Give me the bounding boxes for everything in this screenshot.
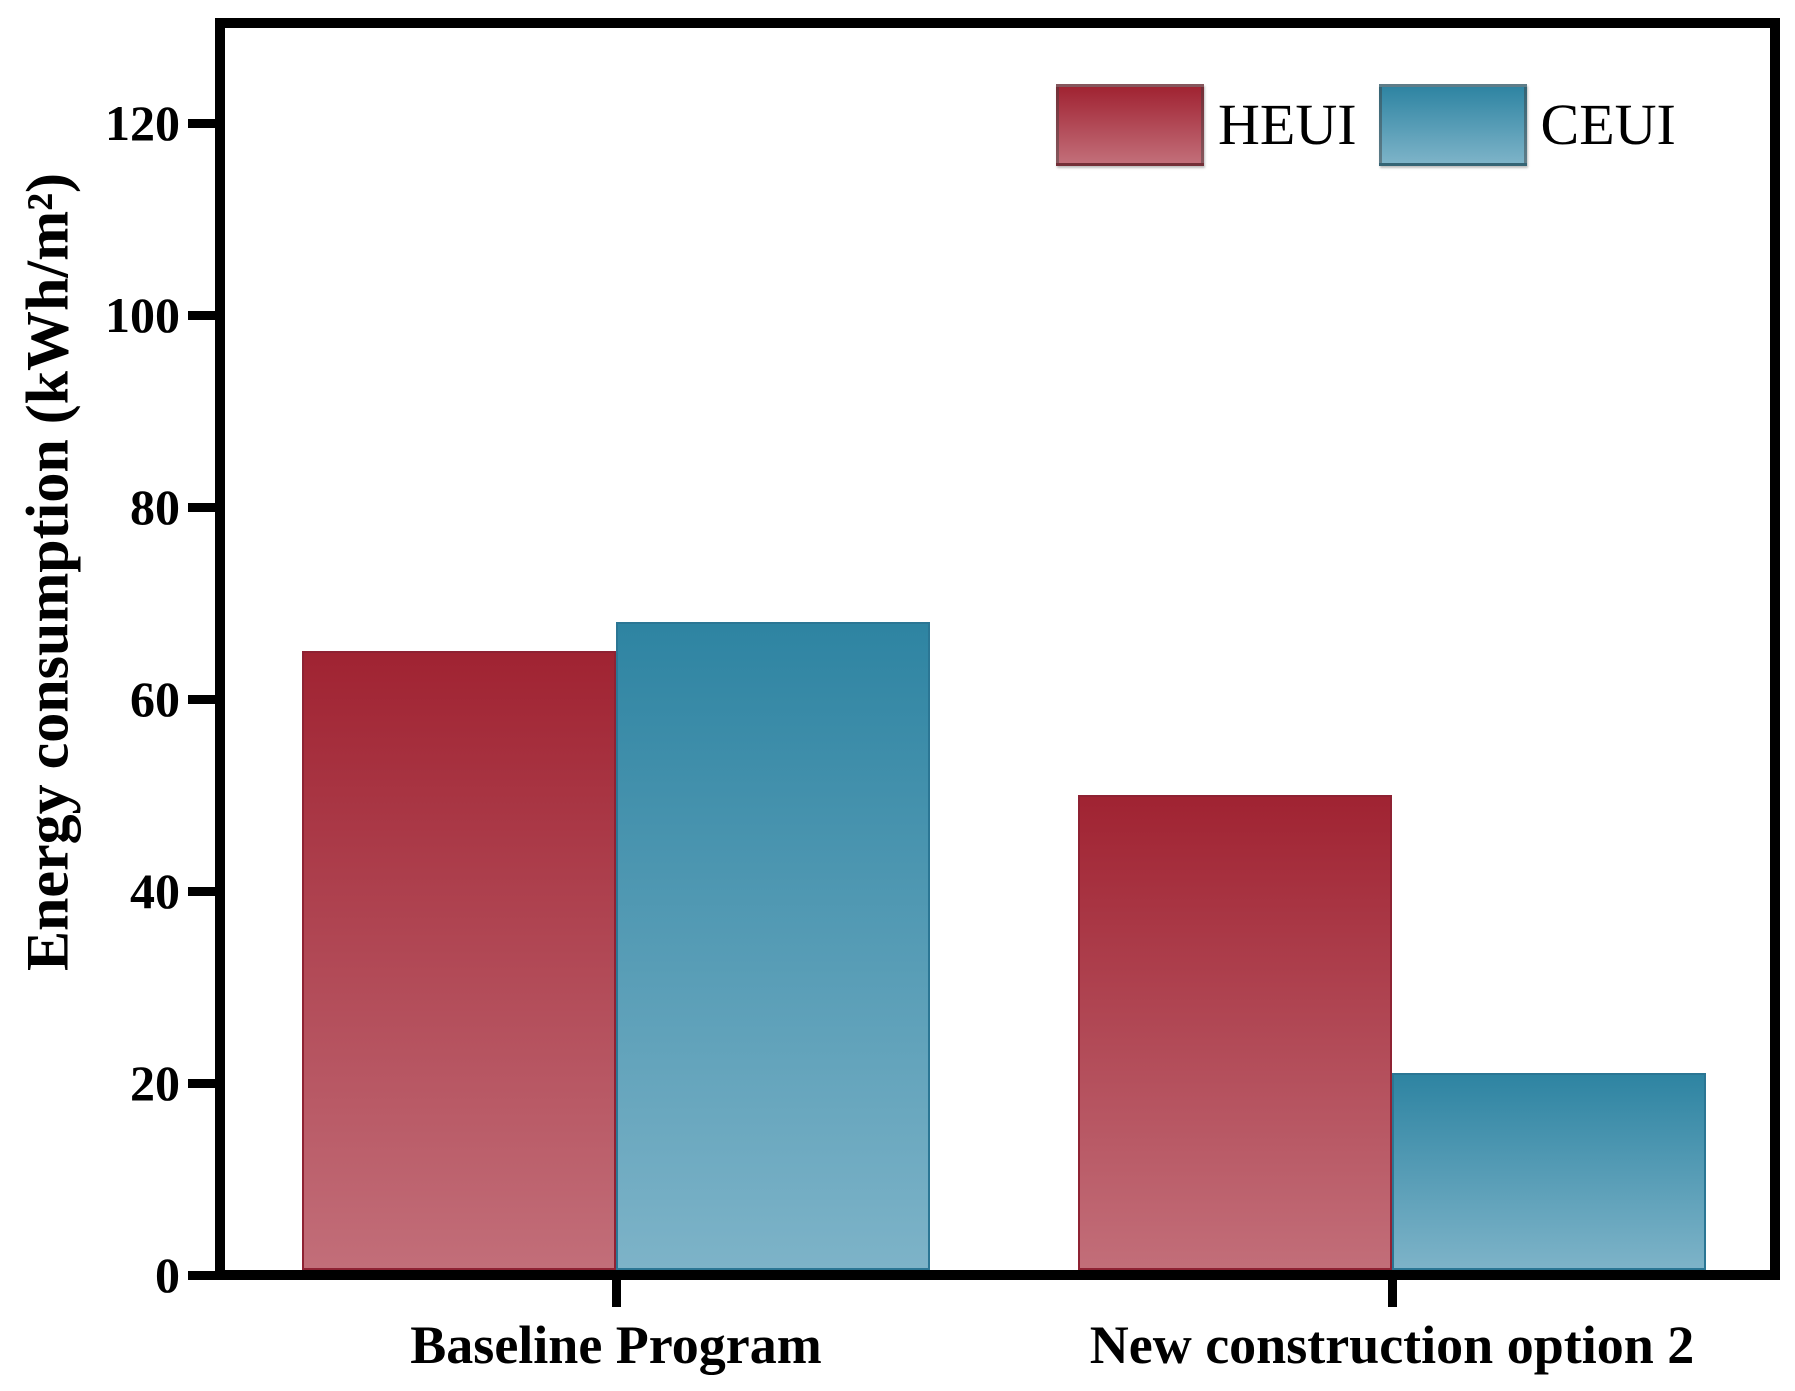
x-tick-baseline-program	[612, 1280, 621, 1307]
y-tick-100	[188, 311, 215, 320]
legend-swatch-ceui	[1378, 84, 1527, 166]
legend-label-heui: HEUI	[1218, 92, 1357, 157]
plot-frame	[215, 18, 1780, 1280]
y-tick-label-0: 0	[155, 1247, 180, 1303]
y-tick-20	[188, 1079, 215, 1088]
legend-swatch-heui	[1056, 84, 1204, 166]
category-label-new-construction-option-2: New construction option 2	[1089, 1315, 1695, 1375]
bar-ceui-new-construction-option-2	[1392, 1073, 1706, 1270]
y-tick-label-60: 60	[130, 671, 180, 727]
y-tick-60	[188, 695, 215, 704]
y-tick-label-100: 100	[105, 287, 180, 343]
y-tick-40	[188, 887, 215, 896]
y-tick-120	[188, 119, 215, 128]
legend: HEUI CEUI	[1056, 84, 1698, 166]
y-tick-0	[188, 1271, 215, 1280]
y-tick-label-40: 40	[130, 863, 180, 919]
y-tick-80	[188, 503, 215, 512]
x-tick-new-construction-option-2	[1388, 1280, 1397, 1307]
bar-heui-baseline-program	[302, 651, 616, 1270]
y-tick-label-20: 20	[130, 1055, 180, 1111]
legend-label-ceui: CEUI	[1540, 92, 1676, 157]
y-tick-label-80: 80	[130, 479, 180, 535]
bar-ceui-baseline-program	[616, 622, 930, 1270]
category-label-baseline-program: Baseline Program	[410, 1315, 822, 1375]
y-tick-label-120: 120	[105, 95, 180, 151]
bar-heui-new-construction-option-2	[1078, 795, 1392, 1270]
